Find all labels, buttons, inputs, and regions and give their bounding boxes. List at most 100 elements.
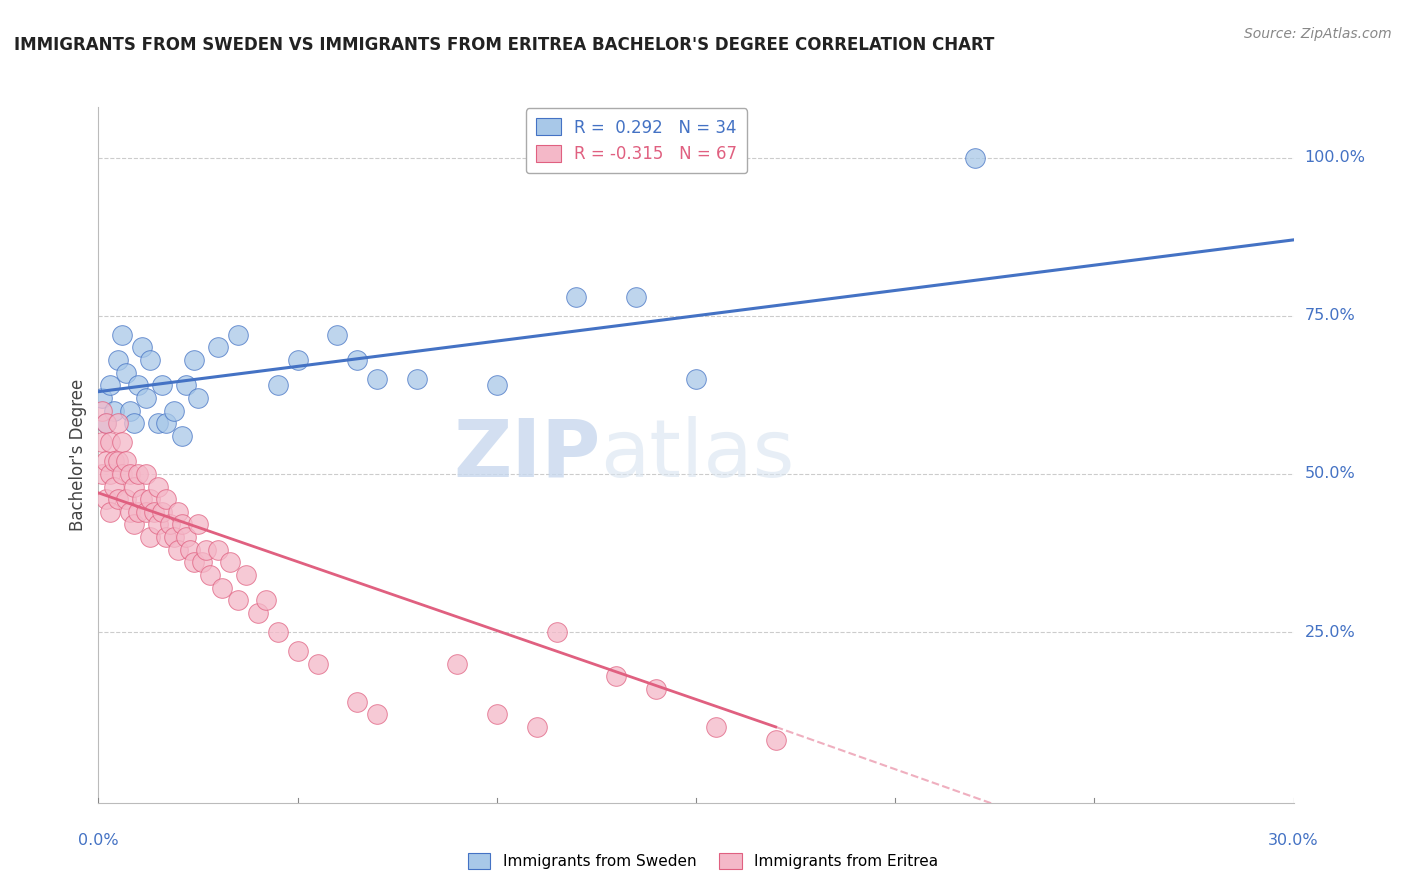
Point xyxy=(207,340,229,354)
Point xyxy=(127,467,149,481)
Point xyxy=(526,720,548,734)
Point xyxy=(120,505,142,519)
Point xyxy=(172,429,194,443)
Point xyxy=(605,669,627,683)
Text: 0.0%: 0.0% xyxy=(79,833,118,848)
Point xyxy=(135,505,157,519)
Point xyxy=(155,492,177,507)
Legend: R =  0.292   N = 34, R = -0.315   N = 67: R = 0.292 N = 34, R = -0.315 N = 67 xyxy=(526,109,747,173)
Point xyxy=(124,517,146,532)
Point xyxy=(326,327,349,342)
Point xyxy=(167,542,190,557)
Y-axis label: Bachelor's Degree: Bachelor's Degree xyxy=(69,379,87,531)
Point xyxy=(406,372,429,386)
Point xyxy=(167,505,190,519)
Point xyxy=(98,467,122,481)
Point xyxy=(267,625,290,640)
Point xyxy=(115,366,138,380)
Point xyxy=(148,417,170,431)
Point xyxy=(159,517,181,532)
Point xyxy=(139,492,162,507)
Point xyxy=(211,581,233,595)
Point xyxy=(96,454,118,468)
Point xyxy=(207,542,229,557)
Point xyxy=(645,681,668,696)
Point xyxy=(191,556,214,570)
Point xyxy=(155,530,177,544)
Point xyxy=(226,327,249,342)
Point xyxy=(103,403,125,417)
Point xyxy=(366,707,388,722)
Text: 25.0%: 25.0% xyxy=(1305,624,1355,640)
Point xyxy=(685,372,707,386)
Point xyxy=(135,467,157,481)
Point xyxy=(287,644,309,658)
Point xyxy=(194,542,218,557)
Point xyxy=(150,505,173,519)
Point xyxy=(346,353,368,368)
Text: atlas: atlas xyxy=(600,416,794,494)
Point xyxy=(98,505,122,519)
Point xyxy=(107,492,129,507)
Point xyxy=(124,479,146,493)
Point xyxy=(115,492,138,507)
Point xyxy=(366,372,388,386)
Text: Source: ZipAtlas.com: Source: ZipAtlas.com xyxy=(1244,27,1392,41)
Point xyxy=(179,542,201,557)
Point xyxy=(485,707,508,722)
Point xyxy=(446,657,468,671)
Point xyxy=(187,391,209,405)
Point xyxy=(139,530,162,544)
Point xyxy=(115,454,138,468)
Point xyxy=(187,517,209,532)
Point xyxy=(107,417,129,431)
Point xyxy=(148,517,170,532)
Text: IMMIGRANTS FROM SWEDEN VS IMMIGRANTS FROM ERITREA BACHELOR'S DEGREE CORRELATION : IMMIGRANTS FROM SWEDEN VS IMMIGRANTS FRO… xyxy=(14,36,994,54)
Point xyxy=(163,403,186,417)
Point xyxy=(103,479,125,493)
Point xyxy=(235,568,257,582)
Point xyxy=(246,606,269,620)
Point xyxy=(565,290,588,304)
Point xyxy=(124,417,146,431)
Point xyxy=(111,327,134,342)
Point xyxy=(287,353,309,368)
Point xyxy=(267,378,290,392)
Point xyxy=(131,492,153,507)
Point xyxy=(219,556,242,570)
Point xyxy=(183,353,205,368)
Point xyxy=(107,454,129,468)
Point xyxy=(103,454,125,468)
Point xyxy=(624,290,647,304)
Point xyxy=(91,467,114,481)
Point xyxy=(120,467,142,481)
Point xyxy=(704,720,727,734)
Point xyxy=(150,378,173,392)
Point xyxy=(120,403,142,417)
Point xyxy=(143,505,166,519)
Point xyxy=(98,378,122,392)
Point xyxy=(131,340,153,354)
Text: ZIP: ZIP xyxy=(453,416,600,494)
Point xyxy=(183,556,205,570)
Point xyxy=(127,378,149,392)
Point xyxy=(96,417,118,431)
Point xyxy=(96,492,118,507)
Point xyxy=(198,568,221,582)
Point xyxy=(91,403,114,417)
Point xyxy=(155,417,177,431)
Point xyxy=(135,391,157,405)
Point xyxy=(963,151,986,165)
Point xyxy=(96,417,118,431)
Point xyxy=(346,695,368,709)
Point xyxy=(765,732,787,747)
Point xyxy=(174,378,197,392)
Point xyxy=(148,479,170,493)
Text: 30.0%: 30.0% xyxy=(1268,833,1319,848)
Point xyxy=(254,593,277,607)
Point xyxy=(91,391,114,405)
Text: 75.0%: 75.0% xyxy=(1305,309,1355,323)
Point xyxy=(546,625,568,640)
Point xyxy=(485,378,508,392)
Point xyxy=(226,593,249,607)
